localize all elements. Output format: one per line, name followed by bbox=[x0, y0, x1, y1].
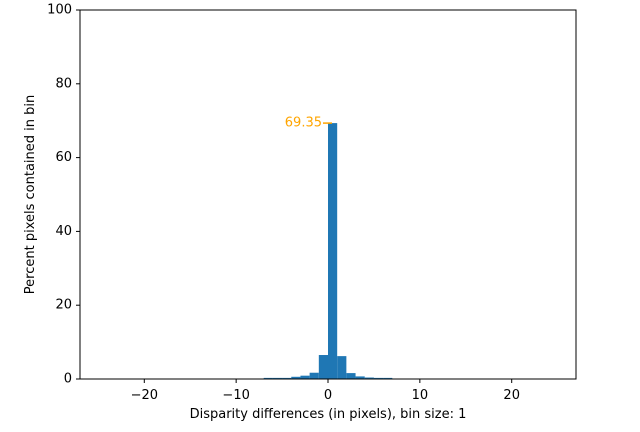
histogram-bar bbox=[318, 355, 328, 379]
x-axis-ticks: −20 −10 0 10 20 bbox=[131, 379, 520, 403]
histogram-bar bbox=[291, 376, 301, 379]
histogram-bar bbox=[272, 377, 283, 379]
x-tick-label: 10 bbox=[412, 388, 429, 403]
histogram-bar bbox=[346, 373, 356, 379]
histogram-bar bbox=[364, 377, 374, 379]
y-tick-label: 60 bbox=[55, 150, 72, 165]
histogram-bar bbox=[282, 377, 292, 379]
y-tick-label: 100 bbox=[47, 3, 72, 18]
y-axis-label: Percent pixels contained in bin bbox=[23, 95, 38, 294]
x-tick-label: 0 bbox=[324, 388, 332, 403]
y-tick-label: 40 bbox=[55, 224, 72, 239]
y-tick-label: 0 bbox=[64, 372, 72, 387]
x-tick-label: −20 bbox=[131, 388, 158, 403]
y-tick-label: 80 bbox=[55, 76, 72, 91]
histogram-bar bbox=[263, 377, 273, 379]
histogram-bar bbox=[309, 372, 319, 379]
histogram-bar bbox=[337, 356, 347, 379]
x-tick-label: −10 bbox=[222, 388, 249, 403]
y-axis-ticks: 0 20 40 60 80 100 bbox=[47, 3, 80, 387]
histogram-bar bbox=[300, 375, 310, 379]
peak-value-label: 69.35 bbox=[285, 116, 322, 131]
histogram-bar bbox=[355, 376, 365, 379]
peak-annotation: 69.35 bbox=[285, 116, 332, 131]
histogram-bar bbox=[383, 377, 393, 379]
histogram-bars bbox=[263, 123, 393, 379]
x-tick-label: 20 bbox=[503, 388, 520, 403]
y-tick-label: 20 bbox=[55, 298, 72, 313]
histogram-bar bbox=[328, 123, 338, 379]
x-axis-label: Disparity differences (in pixels), bin s… bbox=[190, 407, 467, 422]
histogram-bar bbox=[373, 377, 384, 379]
